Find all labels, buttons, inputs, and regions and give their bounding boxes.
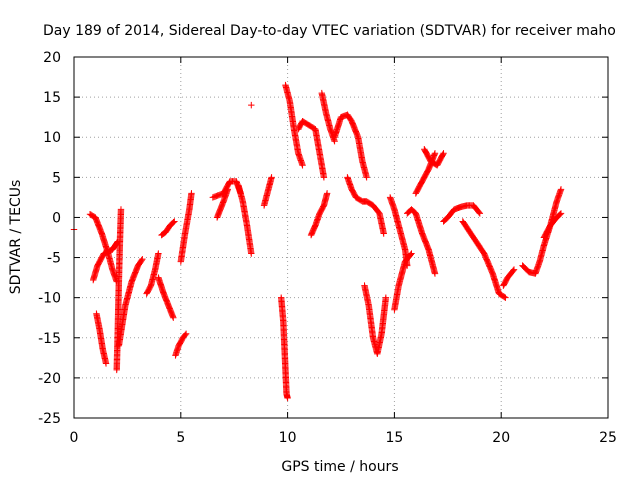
data-point bbox=[363, 174, 370, 181]
data-point bbox=[139, 255, 146, 263]
data-point bbox=[510, 266, 518, 273]
x-tick-label: 10 bbox=[279, 430, 297, 446]
data-point bbox=[320, 174, 328, 181]
y-tick-label: -20 bbox=[38, 371, 61, 387]
data-point bbox=[138, 257, 145, 264]
tick-labels: 0 5 10 15 20 25 -25 -20 -15 -10 -5 0 5 10 15 20 bbox=[38, 50, 617, 446]
data-point bbox=[299, 162, 306, 169]
data-point bbox=[408, 250, 415, 257]
data-point bbox=[182, 330, 190, 337]
y-axis-label: SDTVAR / TECUs bbox=[8, 180, 24, 295]
data-point bbox=[248, 101, 255, 109]
y-tick-label: 20 bbox=[43, 50, 61, 66]
data-point bbox=[407, 251, 414, 258]
data-point bbox=[155, 250, 162, 257]
x-tick-label: 20 bbox=[492, 430, 510, 446]
x-axis-label: GPS time / hours bbox=[281, 459, 398, 475]
data-point bbox=[502, 294, 509, 301]
y-tick-label: 0 bbox=[52, 210, 61, 226]
data-point bbox=[431, 150, 439, 157]
y-tick-label: 5 bbox=[52, 170, 61, 186]
axis-ticks bbox=[73, 56, 609, 419]
data-point bbox=[170, 314, 177, 321]
data-point bbox=[182, 331, 189, 338]
y-tick-label: 10 bbox=[43, 130, 61, 146]
data-point bbox=[323, 190, 331, 197]
data-point bbox=[170, 219, 177, 226]
x-tick-label: 5 bbox=[176, 430, 185, 446]
data-point bbox=[557, 186, 565, 193]
data-point bbox=[476, 210, 484, 217]
grid-lines bbox=[74, 57, 608, 418]
data-point bbox=[224, 186, 231, 193]
data-point bbox=[380, 230, 387, 237]
y-tick-label: -15 bbox=[38, 331, 61, 347]
data-points bbox=[70, 81, 565, 402]
data-point bbox=[557, 210, 565, 217]
data-point bbox=[431, 270, 439, 277]
data-point bbox=[501, 293, 508, 301]
data-point bbox=[439, 151, 447, 158]
y-tick-label: -5 bbox=[47, 251, 61, 267]
x-tick-label: 25 bbox=[599, 430, 617, 446]
y-tick-label: -25 bbox=[38, 411, 61, 427]
data-point bbox=[102, 360, 110, 367]
data-point bbox=[117, 206, 125, 213]
plot-frame bbox=[73, 56, 609, 419]
data-point bbox=[475, 209, 483, 216]
data-point bbox=[284, 394, 291, 402]
data-point bbox=[188, 190, 195, 197]
y-tick-label: 15 bbox=[43, 90, 61, 106]
x-tick-label: 0 bbox=[70, 430, 79, 446]
y-tick-label: -10 bbox=[38, 291, 61, 307]
data-point bbox=[556, 211, 564, 218]
data-point bbox=[510, 267, 517, 274]
x-tick-label: 15 bbox=[385, 430, 403, 446]
data-point bbox=[440, 150, 447, 157]
data-point bbox=[382, 294, 390, 301]
data-point bbox=[248, 250, 255, 257]
chart-title: Day 189 of 2014, Sidereal Day-to-day VTE… bbox=[43, 23, 616, 39]
data-point bbox=[171, 218, 178, 225]
data-point bbox=[268, 174, 275, 181]
